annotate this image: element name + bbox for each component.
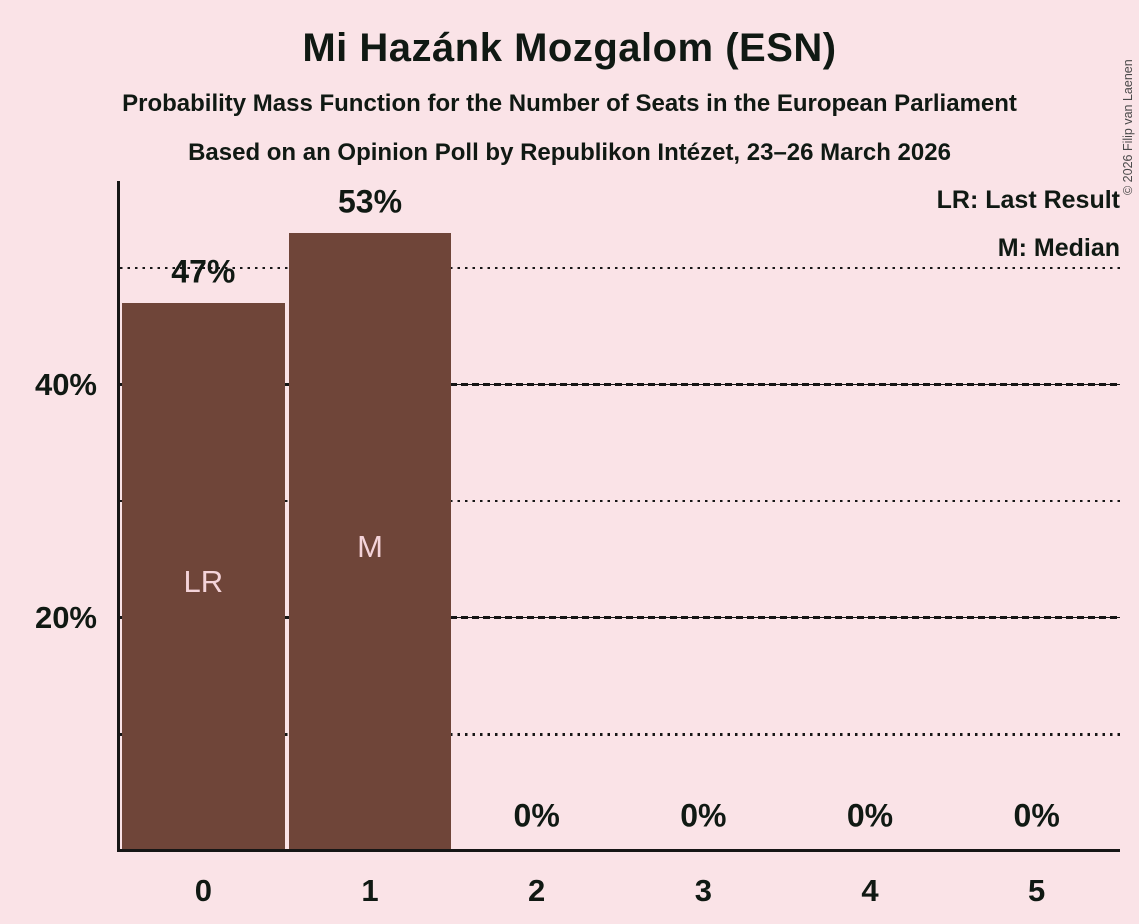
gridline-10pct (120, 733, 1120, 736)
gridline-20pct (120, 616, 1120, 620)
bar-seats-1 (288, 233, 452, 850)
legend-last-result: LR: Last Result (936, 186, 1120, 214)
value-label-seats-3: 0% (680, 797, 727, 834)
x-axis-line (117, 849, 1120, 852)
value-label-seats-1: 53% (337, 183, 403, 220)
bar-annotation-lr: LR (183, 563, 224, 599)
gridline-30pct (120, 499, 1120, 503)
chart-subtitle: Probability Mass Function for the Number… (122, 90, 1017, 117)
gridline-40pct (120, 383, 1120, 387)
value-label-seats-0: 47% (171, 253, 236, 290)
x-tick-label-3: 3 (694, 873, 712, 908)
legend-median: M: Median (997, 234, 1120, 262)
bar-seats-0 (122, 302, 285, 850)
gridline-50pct (120, 266, 1120, 270)
y-tick-label-40: 40% (34, 366, 97, 402)
bar-annotation-m: M (357, 529, 383, 564)
value-label-seats-2: 0% (513, 797, 560, 834)
chart-poll-source: Based on an Opinion Poll by Republikon I… (188, 139, 951, 166)
x-tick-label-0: 0 (194, 873, 212, 908)
y-tick-label-20: 20% (34, 599, 97, 635)
x-tick-label-5: 5 (1028, 873, 1046, 908)
value-label-seats-4: 0% (846, 797, 894, 834)
y-axis-line (117, 181, 120, 852)
x-tick-label-4: 4 (861, 873, 879, 908)
value-label-seats-5: 0% (1013, 797, 1060, 834)
x-tick-label-1: 1 (361, 873, 379, 908)
x-tick-label-2: 2 (528, 873, 546, 908)
chart-title: Mi Hazánk Mozgalom (ESN) (302, 26, 837, 70)
